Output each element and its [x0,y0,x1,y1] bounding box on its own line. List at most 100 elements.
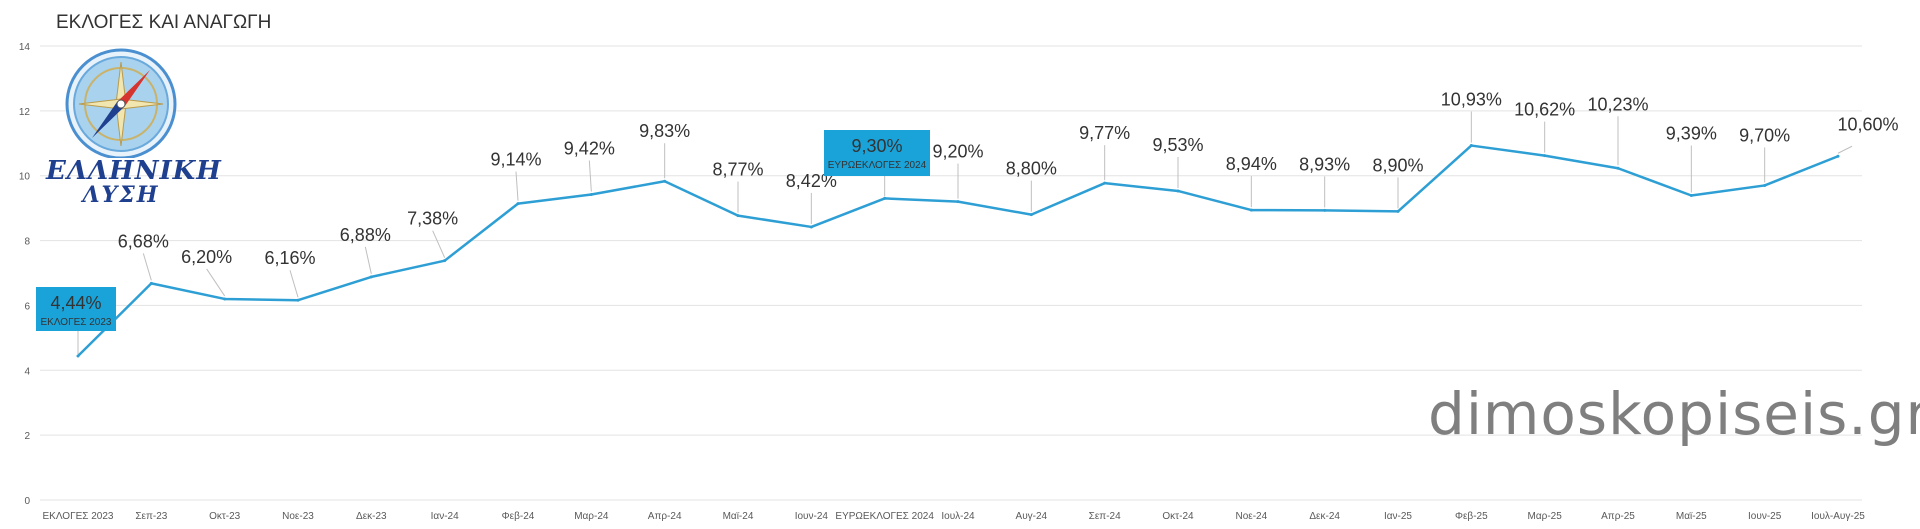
logo-line1: ΕΛΛΗΝΙΚΗ [46,156,222,186]
data-point [1396,209,1400,213]
chart-title: ΕΚΛΟΓΕΣ ΚΑΙ ΑΝΑΓΩΓΗ [56,12,272,33]
x-tick-label: Δεκ-23 [356,511,387,522]
data-label: 8,77% [712,160,763,180]
x-tick-label: Απρ-24 [648,511,682,522]
data-label: 9,20% [932,142,983,162]
x-tick-label: Οκτ-23 [209,511,241,522]
callout-sublabel: ΕΚΛΟΓΕΣ 2023 [41,317,112,328]
data-point [1689,193,1693,197]
data-label: 9,70% [1739,125,1790,145]
data-label: 10,23% [1587,94,1648,114]
data-label: 8,90% [1372,155,1423,175]
data-label: 10,60% [1837,114,1898,134]
y-tick-label: 14 [19,42,31,53]
x-tick-label: Σεπ-24 [1089,511,1121,522]
data-point [1836,154,1840,158]
data-point [516,202,520,206]
data-point [663,179,667,183]
data-point [76,354,80,358]
data-point [1323,208,1327,212]
data-point [1249,208,1253,212]
x-tick-label: ΕΥΡΩΕΚΛΟΓΕΣ 2024 [835,511,934,522]
leader-line [206,268,226,297]
x-tick-label: Ιουλ-Αυγ-25 [1811,511,1865,522]
leader-line [1837,145,1853,154]
x-tick-label: Αυγ-24 [1016,511,1048,522]
data-label: 6,20% [181,247,232,267]
compass-logo-icon [65,48,177,160]
x-tick-label: Οκτ-24 [1162,511,1194,522]
data-label: 9,53% [1152,135,1203,155]
data-label: 6,16% [264,248,315,268]
x-tick-label: Νοε-24 [1235,511,1267,522]
data-label: 6,68% [118,231,169,251]
x-tick-label: Μαϊ-25 [1676,511,1707,522]
data-point [223,297,227,301]
data-label: 10,93% [1441,90,1502,110]
data-point [736,214,740,218]
x-tick-label: Δεκ-24 [1309,511,1340,522]
x-tick-label: Απρ-25 [1601,511,1635,522]
data-point [1103,181,1107,185]
data-point [1763,183,1767,187]
data-point [1029,213,1033,217]
y-tick-label: 8 [24,237,30,248]
x-tick-label: Ιουν-24 [795,511,829,522]
data-point [1543,154,1547,158]
data-label: 9,30% [851,136,902,156]
leader-line [364,246,372,274]
x-tick-label: Ιαν-24 [431,511,459,522]
leader-line [289,270,299,298]
x-tick-label: Νοε-23 [282,511,314,522]
x-tick-label: Σεπ-23 [135,511,167,522]
callout-box [824,130,930,176]
data-label: 8,94% [1226,154,1277,174]
leader-line [588,160,592,192]
data-point [883,196,887,200]
callout-box [36,287,116,331]
y-tick-label: 2 [24,431,30,442]
y-tick-label: 4 [24,366,30,377]
y-tick-label: 0 [24,496,30,507]
x-tick-label: Ιουλ-24 [941,511,975,522]
leader-line [432,230,446,258]
data-point [443,259,447,263]
data-label: 9,42% [564,139,615,159]
data-point [1176,189,1180,193]
data-label: 7,38% [407,209,458,229]
x-tick-label: Μαϊ-24 [723,511,754,522]
data-label: 8,93% [1299,154,1350,174]
leader-line [515,171,519,201]
x-tick-label: Φεβ-24 [502,511,535,522]
data-point [809,225,813,229]
data-point [1616,166,1620,170]
data-point [1469,144,1473,148]
data-point [589,193,593,197]
y-tick-label: 10 [19,172,31,183]
callout-sublabel: ΕΥΡΩΕΚΛΟΓΕΣ 2024 [828,160,927,171]
data-label: 6,88% [340,225,391,245]
data-label: 8,80% [1006,159,1057,179]
x-tick-label: Ιαν-25 [1384,511,1412,522]
data-label: 9,14% [490,150,541,170]
logo-line2: ΛΥΣΗ [82,182,160,208]
data-label: 9,77% [1079,123,1130,143]
x-tick-label: Φεβ-25 [1455,511,1488,522]
leader-line [142,253,152,281]
x-tick-label: Μαρ-25 [1528,511,1563,522]
logo: ΕΛΛΗΝΙΚΗ ΛΥΣΗ [46,48,222,208]
data-label: 10,62% [1514,100,1575,120]
x-tick-label: ΕΚΛΟΓΕΣ 2023 [43,511,114,522]
y-tick-label: 12 [19,107,31,118]
data-label: 9,83% [639,121,690,141]
data-point [956,200,960,204]
x-tick-label: Μαρ-24 [574,511,609,522]
data-point [149,281,153,285]
data-point [369,275,373,279]
y-tick-label: 6 [24,301,30,312]
data-label: 4,44% [50,293,101,313]
data-label: 9,39% [1666,123,1717,143]
watermark: dimoskopiseis.gr [1428,380,1920,448]
data-point [296,298,300,302]
